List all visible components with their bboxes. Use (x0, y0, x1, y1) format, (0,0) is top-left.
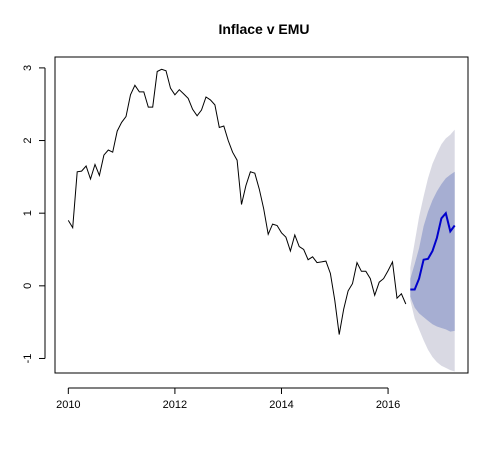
y-tick-label: 3 (22, 65, 34, 71)
plot-frame (54, 56, 469, 374)
x-tick-label: 2010 (56, 399, 80, 411)
y-tick-label: -1 (22, 354, 34, 364)
y-tick-label: 2 (22, 137, 34, 143)
chart-title: Inflace v EMU (218, 21, 309, 37)
history-line (67, 68, 407, 335)
x-tick-label: 2016 (376, 399, 400, 411)
forecast-line (410, 211, 456, 291)
y-tick-label: 1 (22, 210, 34, 216)
x-tick-label: 2014 (269, 399, 293, 411)
x-tick-label: 2012 (163, 399, 187, 411)
y-tick-label: 0 (22, 283, 34, 289)
